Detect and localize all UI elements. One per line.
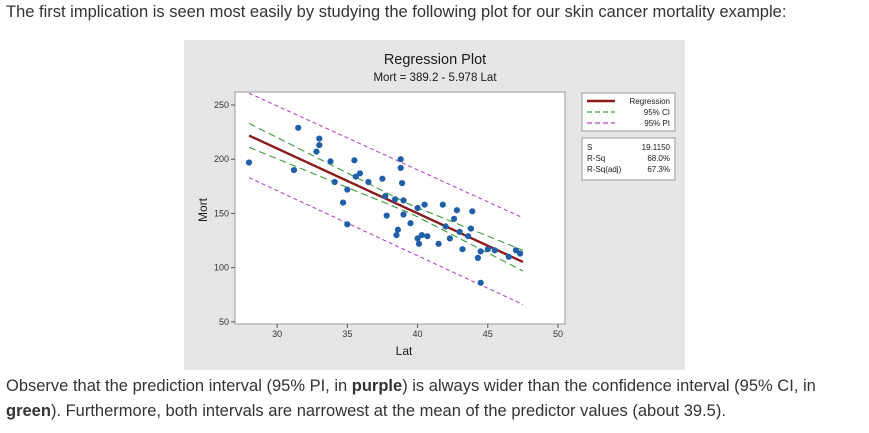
axes: 30 35 40 45 50 50 100 150 200 250: [214, 100, 563, 339]
data-point: [415, 240, 423, 247]
data-point: [290, 167, 298, 174]
plot-area: [234, 91, 566, 325]
stat-label: S: [587, 143, 592, 152]
data-point: [418, 232, 425, 239]
data-point: [467, 225, 474, 232]
x-tick-label: 35: [342, 329, 352, 339]
data-point: [327, 158, 334, 165]
data-point: [477, 279, 484, 286]
data-point: [491, 247, 498, 254]
data-point: [407, 220, 414, 227]
stats-frame: [581, 137, 676, 181]
stat-value: 19.1150: [642, 143, 671, 152]
y-tick-label: 150: [214, 208, 229, 218]
data-point: [474, 254, 481, 261]
data-point: [383, 212, 390, 219]
data-point: [397, 164, 404, 171]
data-point: [379, 175, 386, 182]
ci-upper-line: [248, 122, 524, 251]
data-point: [469, 208, 476, 215]
data-point: [397, 156, 404, 163]
data-point: [477, 248, 484, 255]
interval-bands: [248, 92, 524, 305]
data-point: [453, 207, 460, 214]
data-point: [344, 186, 351, 193]
data-point: [484, 246, 491, 253]
explanation-text-1: Observe that the prediction interval (95…: [6, 377, 352, 395]
explanation-text-2: ) is always wider than the confidence in…: [402, 377, 816, 395]
x-tick-label: 40: [413, 329, 423, 339]
legend-label: 95% PI: [644, 119, 670, 128]
data-point: [505, 253, 512, 260]
data-point: [517, 250, 524, 257]
stat-label: R-Sq(adj): [587, 165, 622, 174]
data-point: [316, 142, 323, 149]
chart-title: Regression Plot: [384, 52, 486, 68]
chart-subtitle: Mort = 389.2 - 5.978 Lat: [373, 72, 497, 84]
regression-plot-figure: Regression Plot Mort = 389.2 - 5.978 Lat…: [184, 40, 685, 370]
data-point: [365, 178, 372, 186]
explanation-text-3: ). Furthermore, both intervals are narro…: [50, 402, 726, 420]
intro-paragraph: The first implication is seen most easil…: [6, 3, 787, 21]
y-tick-label: 200: [214, 154, 229, 164]
data-point: [400, 197, 407, 204]
data-point: [512, 247, 519, 254]
y-axis-label: Mort: [196, 197, 210, 222]
data-point: [313, 148, 320, 155]
data-point: [456, 228, 463, 235]
data-point: [435, 240, 442, 247]
data-point: [446, 235, 453, 242]
data-point: [331, 178, 338, 186]
ci-lower-line: [248, 146, 524, 272]
data-point: [394, 226, 401, 233]
data-point: [316, 135, 323, 142]
purple-keyword: purple: [351, 377, 403, 395]
pi-lower-line: [248, 177, 524, 305]
data-point: [421, 201, 428, 208]
data-point: [399, 180, 406, 187]
x-tick-label: 45: [483, 329, 493, 339]
pi-upper-line: [248, 92, 524, 219]
data-point: [245, 159, 253, 166]
x-tick-label: 50: [553, 329, 563, 339]
legend: Regression 95% CI 95% PI: [581, 92, 676, 132]
y-tick-label: 50: [219, 317, 229, 327]
stats-table: S 19.1150 R-Sq 68.0% R-Sq(adj) 67.3%: [581, 137, 676, 181]
stat-label: R-Sq: [587, 154, 605, 163]
data-point: [400, 211, 407, 218]
data-point: [424, 233, 431, 240]
data-point: [414, 235, 421, 242]
data-point: [352, 173, 359, 180]
data-point: [351, 157, 358, 164]
data-point: [340, 199, 347, 206]
data-point: [439, 201, 446, 208]
stat-value: 68.0%: [647, 154, 670, 163]
x-tick-label: 30: [272, 329, 282, 339]
stat-value: 67.3%: [647, 165, 670, 174]
x-axis-label: Lat: [396, 344, 413, 358]
data-point: [465, 233, 472, 240]
data-point: [344, 221, 351, 228]
data-point: [459, 246, 466, 253]
legend-label: Regression: [630, 97, 670, 106]
data-points: [245, 124, 524, 286]
data-point: [356, 170, 364, 177]
data-point: [393, 232, 400, 239]
green-keyword: green: [6, 402, 51, 420]
y-tick-label: 250: [214, 100, 229, 110]
data-point: [382, 193, 389, 200]
data-point: [414, 204, 421, 212]
data-point: [442, 223, 449, 230]
y-tick-label: 100: [214, 263, 229, 273]
data-point: [392, 196, 399, 203]
data-point: [451, 215, 458, 222]
legend-label: 95% CI: [644, 108, 670, 117]
explanation-paragraph: Observe that the prediction interval (95…: [6, 374, 864, 424]
data-point: [295, 124, 302, 131]
